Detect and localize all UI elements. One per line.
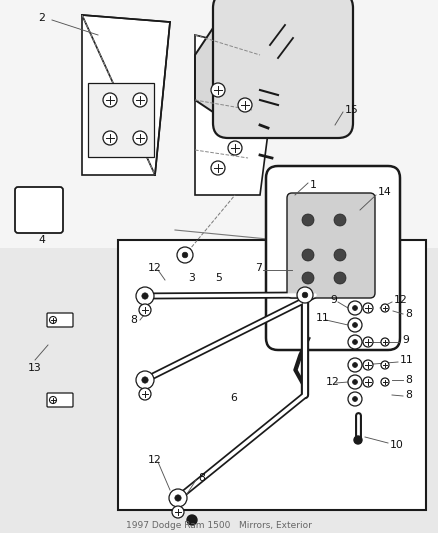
Text: 12: 12: [148, 455, 161, 465]
Text: 9: 9: [401, 335, 408, 345]
Circle shape: [380, 304, 388, 312]
Text: 7: 7: [254, 263, 261, 273]
Polygon shape: [194, 35, 277, 195]
Circle shape: [301, 214, 313, 226]
Text: 12: 12: [393, 295, 407, 305]
Text: 1: 1: [309, 180, 316, 190]
Text: 11: 11: [315, 313, 329, 323]
Circle shape: [139, 388, 151, 400]
FancyBboxPatch shape: [265, 166, 399, 350]
Text: 3: 3: [187, 273, 194, 283]
Circle shape: [333, 272, 345, 284]
Circle shape: [174, 495, 181, 501]
Circle shape: [333, 214, 345, 226]
Circle shape: [301, 292, 307, 298]
Circle shape: [141, 377, 148, 383]
Circle shape: [352, 379, 357, 384]
Circle shape: [237, 98, 251, 112]
Text: 14: 14: [377, 187, 391, 197]
FancyBboxPatch shape: [47, 393, 73, 407]
FancyBboxPatch shape: [47, 313, 73, 327]
Text: 8: 8: [404, 309, 411, 319]
Circle shape: [187, 515, 197, 525]
Text: 1997 Dodge Ram 1500   Mirrors, Exterior: 1997 Dodge Ram 1500 Mirrors, Exterior: [126, 521, 311, 530]
Circle shape: [352, 340, 357, 344]
Circle shape: [133, 131, 147, 145]
Circle shape: [347, 375, 361, 389]
Circle shape: [227, 141, 241, 155]
Circle shape: [347, 318, 361, 332]
Circle shape: [362, 360, 372, 370]
Circle shape: [172, 506, 184, 518]
FancyBboxPatch shape: [212, 0, 352, 138]
Circle shape: [182, 252, 187, 258]
Text: 11: 11: [399, 355, 413, 365]
Text: 10: 10: [389, 440, 403, 450]
Circle shape: [347, 358, 361, 372]
Text: 9: 9: [329, 295, 336, 305]
Circle shape: [211, 83, 225, 97]
Circle shape: [301, 249, 313, 261]
Circle shape: [347, 335, 361, 349]
Circle shape: [352, 322, 357, 327]
Circle shape: [49, 397, 57, 403]
Text: 8: 8: [404, 375, 411, 385]
Circle shape: [380, 361, 388, 369]
FancyBboxPatch shape: [118, 240, 425, 510]
Circle shape: [136, 371, 154, 389]
Circle shape: [362, 377, 372, 387]
Circle shape: [362, 303, 372, 313]
Circle shape: [347, 301, 361, 315]
FancyBboxPatch shape: [286, 193, 374, 298]
Circle shape: [353, 436, 361, 444]
Circle shape: [103, 93, 117, 107]
FancyBboxPatch shape: [15, 187, 63, 233]
Circle shape: [103, 131, 117, 145]
Circle shape: [333, 249, 345, 261]
Circle shape: [352, 397, 357, 401]
Text: 15: 15: [344, 105, 358, 115]
FancyBboxPatch shape: [0, 0, 438, 248]
Text: 12: 12: [325, 377, 339, 387]
Text: 8: 8: [198, 473, 205, 483]
Circle shape: [347, 392, 361, 406]
Text: 8: 8: [404, 390, 411, 400]
Text: 5: 5: [215, 273, 221, 283]
Polygon shape: [82, 15, 170, 175]
Circle shape: [49, 317, 57, 324]
Text: 2: 2: [38, 13, 45, 23]
Circle shape: [301, 272, 313, 284]
Circle shape: [169, 489, 187, 507]
Circle shape: [362, 337, 372, 347]
Circle shape: [211, 161, 225, 175]
FancyBboxPatch shape: [88, 83, 154, 157]
Text: 6: 6: [230, 393, 237, 403]
Circle shape: [380, 378, 388, 386]
Text: 4: 4: [39, 235, 46, 245]
Circle shape: [380, 338, 388, 346]
Circle shape: [139, 304, 151, 316]
Circle shape: [141, 293, 148, 299]
Text: 13: 13: [28, 363, 42, 373]
Circle shape: [133, 93, 147, 107]
Polygon shape: [194, 10, 339, 120]
Circle shape: [352, 305, 357, 310]
Circle shape: [136, 287, 154, 305]
Text: 12: 12: [148, 263, 161, 273]
Text: 8: 8: [130, 315, 137, 325]
Circle shape: [177, 247, 193, 263]
Circle shape: [297, 287, 312, 303]
Circle shape: [352, 362, 357, 367]
